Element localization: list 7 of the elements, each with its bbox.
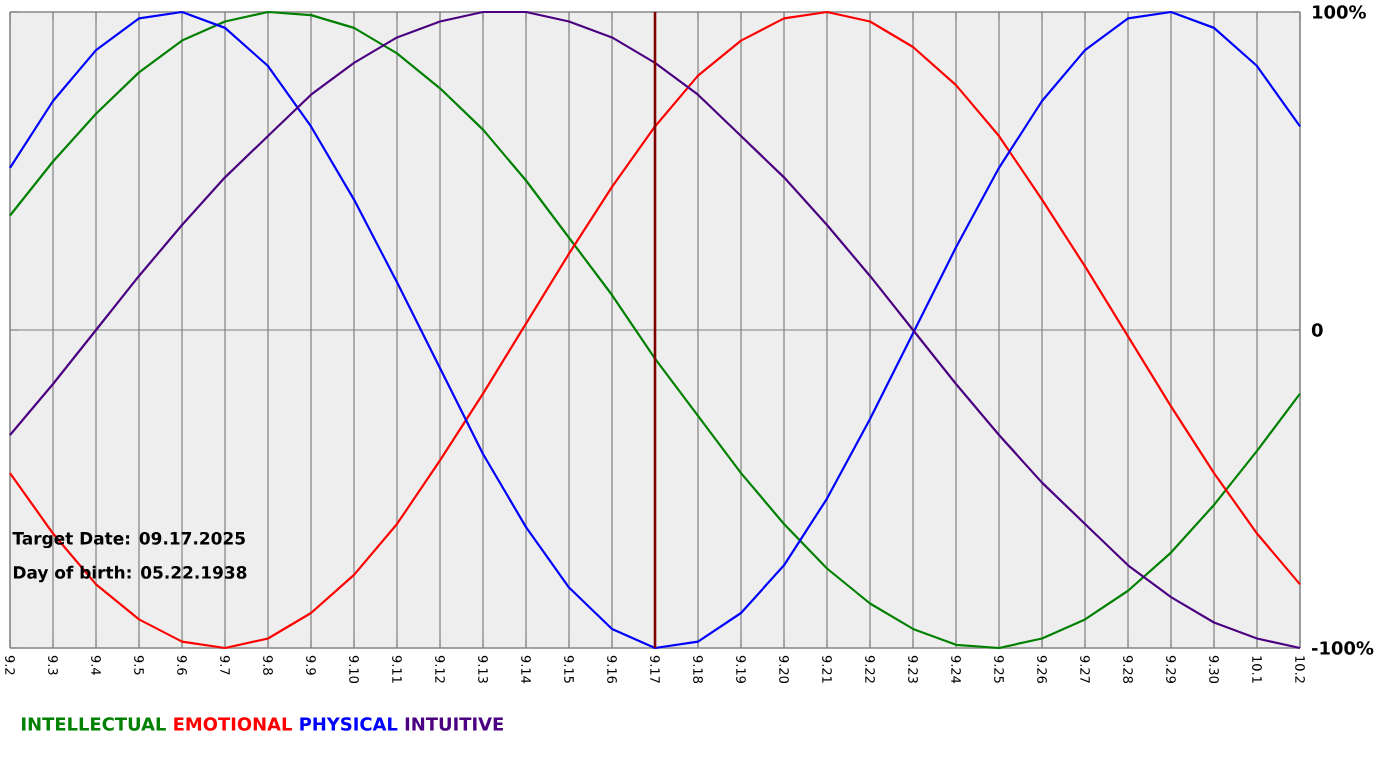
text: PHYSICAL — [300, 717, 398, 731]
text: INTUITIVE — [405, 717, 503, 731]
text: INTELLECTUAL — [22, 717, 166, 731]
y-tick-label: -100% — [1312, 641, 1374, 655]
y-tick-label: 100% — [1313, 5, 1366, 19]
text: EMOTIONAL — [174, 717, 292, 731]
y-tick-label: 0 — [1311, 323, 1323, 337]
